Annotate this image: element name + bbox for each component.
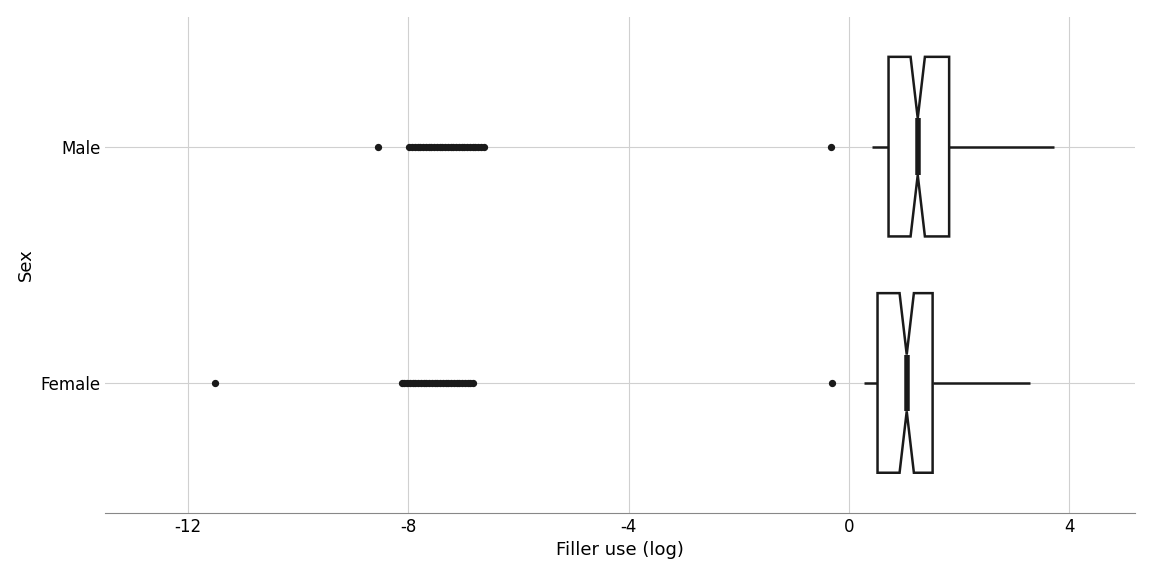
Point [425, 142, 444, 151]
Point [450, 378, 469, 388]
Point [411, 378, 430, 388]
Point [453, 142, 471, 151]
Point [411, 142, 430, 151]
X-axis label: Filler use (log): Filler use (log) [556, 541, 684, 559]
Point [403, 378, 422, 388]
Point [415, 378, 433, 388]
Point [475, 142, 493, 151]
Point [423, 378, 441, 388]
Point [453, 378, 471, 388]
Point [422, 142, 440, 151]
Point [823, 142, 841, 151]
Point [429, 378, 447, 388]
Point [414, 142, 432, 151]
Point [406, 142, 424, 151]
Point [427, 142, 446, 151]
Point [206, 378, 225, 388]
Point [456, 378, 475, 388]
Point [447, 378, 465, 388]
Point [401, 378, 419, 388]
Point [445, 142, 463, 151]
Point [457, 142, 476, 151]
Point [431, 378, 449, 388]
Point [467, 142, 485, 151]
Point [417, 378, 435, 388]
Point [439, 142, 457, 151]
Point [447, 142, 465, 151]
Point [461, 142, 479, 151]
Point [463, 142, 482, 151]
Point [400, 142, 418, 151]
Point [439, 378, 457, 388]
Point [458, 378, 477, 388]
Point [425, 378, 444, 388]
Point [441, 142, 460, 151]
Point [407, 378, 425, 388]
Point [397, 378, 416, 388]
Point [449, 142, 468, 151]
Point [417, 142, 435, 151]
Point [403, 142, 422, 151]
Point [469, 142, 487, 151]
Polygon shape [878, 293, 933, 473]
Point [393, 378, 411, 388]
Point [445, 378, 463, 388]
Point [824, 378, 842, 388]
Point [419, 378, 438, 388]
Point [442, 378, 461, 388]
Point [435, 142, 454, 151]
Point [461, 378, 479, 388]
Point [408, 142, 426, 151]
Point [464, 378, 483, 388]
Point [433, 378, 452, 388]
Point [471, 142, 490, 151]
Point [369, 142, 387, 151]
Point [419, 142, 438, 151]
Point [409, 378, 427, 388]
Point [437, 378, 455, 388]
Point [431, 142, 449, 151]
Y-axis label: Sex: Sex [16, 248, 35, 281]
Polygon shape [888, 57, 949, 236]
Point [433, 142, 452, 151]
Point [455, 142, 473, 151]
Point [395, 378, 414, 388]
